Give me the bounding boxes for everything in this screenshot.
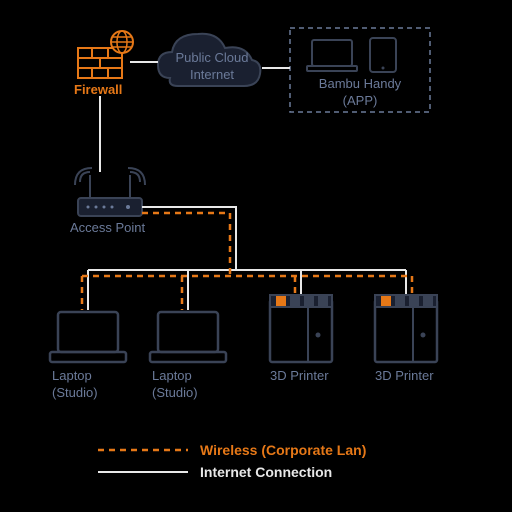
legend-wireless-label: Wireless (Corporate Lan) xyxy=(200,442,366,458)
handy-label-2: (APP) xyxy=(343,93,378,108)
laptop1-label-2: (Studio) xyxy=(52,385,98,400)
handy-tablet-icon xyxy=(370,38,396,72)
handy-label-1: Bambu Handy xyxy=(319,76,401,91)
handy-label: Bambu Handy (APP) xyxy=(300,76,420,110)
laptop1-icon xyxy=(50,312,126,362)
ap-label: Access Point xyxy=(70,220,145,237)
printer2-label: 3D Printer xyxy=(375,368,434,385)
handy-laptop-icon xyxy=(307,40,357,71)
laptop2-icon xyxy=(150,312,226,362)
printer1-icon xyxy=(270,295,332,362)
printer2-icon xyxy=(375,295,437,362)
cloud-label: Public Cloud Internet xyxy=(172,50,252,84)
cloud-label-2: Internet xyxy=(190,67,234,82)
legend-internet-label: Internet Connection xyxy=(200,464,332,480)
firewall-label: Firewall xyxy=(74,82,122,97)
diagram-canvas xyxy=(0,0,512,512)
firewall-icon xyxy=(78,31,133,78)
laptop2-label-2: (Studio) xyxy=(152,385,198,400)
laptop2-label-1: Laptop xyxy=(152,368,192,383)
laptop1-label-1: Laptop xyxy=(52,368,92,383)
laptop2-label: Laptop (Studio) xyxy=(152,368,198,402)
laptop1-label: Laptop (Studio) xyxy=(52,368,98,402)
access-point-icon xyxy=(75,168,145,216)
printer1-label: 3D Printer xyxy=(270,368,329,385)
cloud-label-1: Public Cloud xyxy=(176,50,249,65)
